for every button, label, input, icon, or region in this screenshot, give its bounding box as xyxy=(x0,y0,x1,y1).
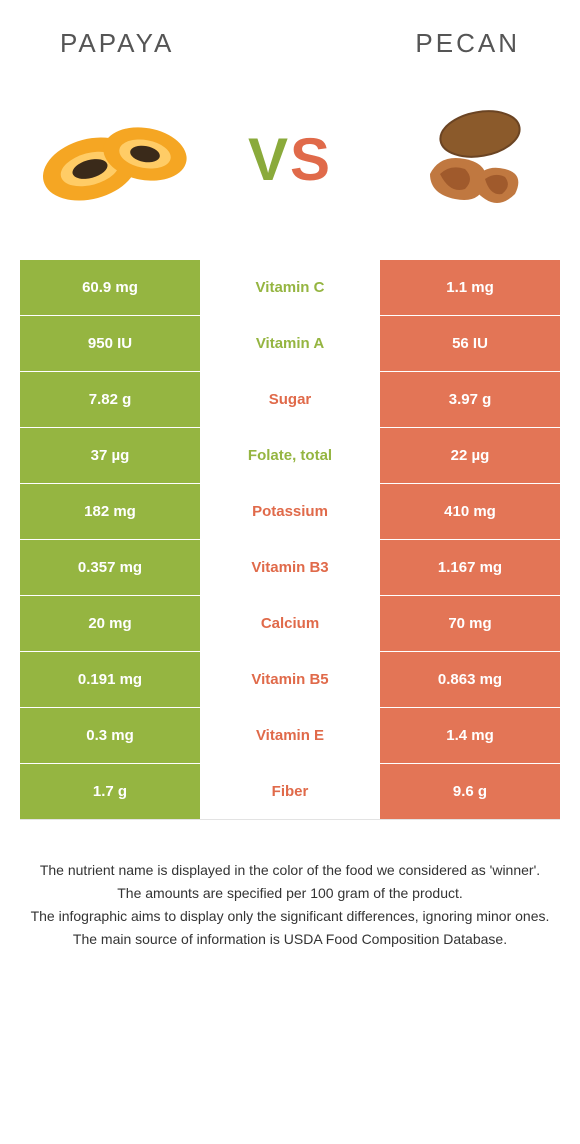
nutrient-label: Vitamin A xyxy=(200,316,380,371)
nutrient-label: Calcium xyxy=(200,596,380,651)
table-row: 7.82 g Sugar 3.97 g xyxy=(20,371,560,427)
table-row: 20 mg Calcium 70 mg xyxy=(20,595,560,651)
header: Papaya Pecan xyxy=(0,0,580,69)
nutrient-table: 60.9 mg Vitamin C 1.1 mg 950 IU Vitamin … xyxy=(20,259,560,820)
vs-s: S xyxy=(290,126,332,193)
left-value: 0.3 mg xyxy=(20,708,200,763)
footnote-line: The nutrient name is displayed in the co… xyxy=(30,860,550,881)
left-value: 950 IU xyxy=(20,316,200,371)
right-value: 410 mg xyxy=(380,484,560,539)
right-value: 9.6 g xyxy=(380,764,560,819)
nutrient-label: Vitamin B5 xyxy=(200,652,380,707)
right-value: 1.167 mg xyxy=(380,540,560,595)
table-row: 0.191 mg Vitamin B5 0.863 mg xyxy=(20,651,560,707)
vs-label: VS xyxy=(248,125,332,194)
images-row: VS xyxy=(0,69,580,259)
left-value: 7.82 g xyxy=(20,372,200,427)
papaya-image xyxy=(30,99,200,219)
table-row: 950 IU Vitamin A 56 IU xyxy=(20,315,560,371)
table-row: 0.3 mg Vitamin E 1.4 mg xyxy=(20,707,560,763)
right-value: 1.4 mg xyxy=(380,708,560,763)
nutrient-label: Vitamin C xyxy=(200,260,380,315)
right-value: 3.97 g xyxy=(380,372,560,427)
footnote-line: The amounts are specified per 100 gram o… xyxy=(30,883,550,904)
left-value: 0.191 mg xyxy=(20,652,200,707)
left-value: 0.357 mg xyxy=(20,540,200,595)
left-value: 20 mg xyxy=(20,596,200,651)
left-value: 1.7 g xyxy=(20,764,200,819)
table-row: 60.9 mg Vitamin C 1.1 mg xyxy=(20,259,560,315)
nutrient-label: Vitamin B3 xyxy=(200,540,380,595)
left-food-title: Papaya xyxy=(60,28,174,59)
right-value: 1.1 mg xyxy=(380,260,560,315)
vs-v: V xyxy=(248,126,290,193)
nutrient-label: Folate, total xyxy=(200,428,380,483)
left-value: 37 µg xyxy=(20,428,200,483)
right-value: 0.863 mg xyxy=(380,652,560,707)
footnote-line: The infographic aims to display only the… xyxy=(30,906,550,927)
table-row: 37 µg Folate, total 22 µg xyxy=(20,427,560,483)
table-row: 0.357 mg Vitamin B3 1.167 mg xyxy=(20,539,560,595)
right-food-title: Pecan xyxy=(415,28,520,59)
nutrient-label: Potassium xyxy=(200,484,380,539)
table-row: 1.7 g Fiber 9.6 g xyxy=(20,763,560,819)
pecan-image xyxy=(380,99,550,219)
left-value: 60.9 mg xyxy=(20,260,200,315)
nutrient-label: Sugar xyxy=(200,372,380,427)
table-row: 182 mg Potassium 410 mg xyxy=(20,483,560,539)
right-value: 56 IU xyxy=(380,316,560,371)
right-value: 70 mg xyxy=(380,596,560,651)
footnote-line: The main source of information is USDA F… xyxy=(30,929,550,950)
left-value: 182 mg xyxy=(20,484,200,539)
right-value: 22 µg xyxy=(380,428,560,483)
footnotes: The nutrient name is displayed in the co… xyxy=(0,820,580,950)
nutrient-label: Vitamin E xyxy=(200,708,380,763)
nutrient-label: Fiber xyxy=(200,764,380,819)
